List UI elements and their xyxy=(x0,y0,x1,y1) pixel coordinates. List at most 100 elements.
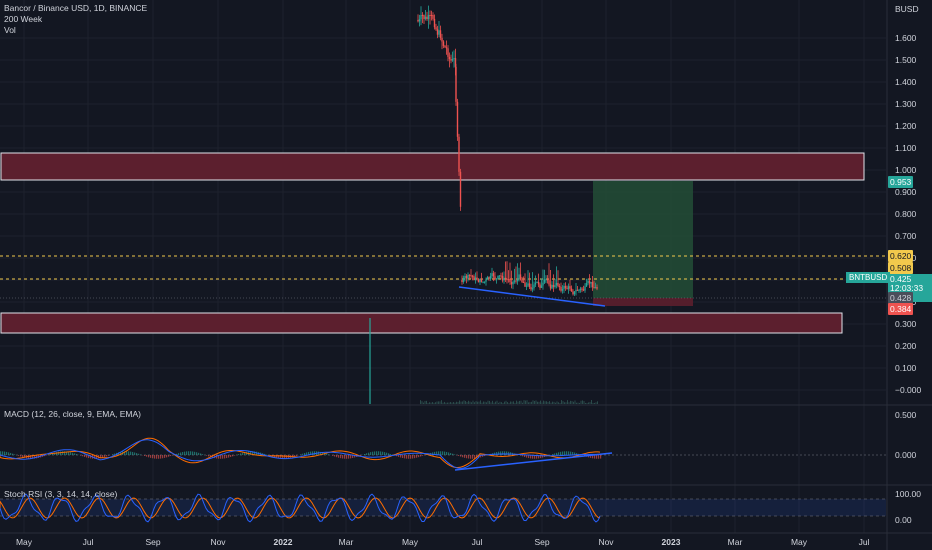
candle-body xyxy=(536,281,538,283)
candle-body xyxy=(569,286,571,289)
volume-bar xyxy=(534,400,535,404)
candle-body xyxy=(473,276,475,281)
candle-body xyxy=(451,59,454,61)
symbol-title[interactable]: Bancor / Binance USD, 1D, BINANCE xyxy=(4,3,148,13)
macd-histogram-bar xyxy=(216,455,218,459)
volume-bar xyxy=(579,402,580,404)
volume-bar xyxy=(528,402,529,404)
macd-histogram-bar xyxy=(198,452,200,455)
volume-bar xyxy=(597,401,598,404)
macd-histogram-bar xyxy=(136,453,138,455)
macd-histogram-bar xyxy=(84,455,86,457)
volume-bar xyxy=(592,402,594,404)
macd-histogram-bar xyxy=(54,452,56,455)
resistance-zone[interactable] xyxy=(0,152,865,181)
macd-histogram-bar xyxy=(134,452,136,455)
macd-histogram-bar xyxy=(598,455,600,459)
macd-histogram-bar xyxy=(346,455,348,459)
macd-histogram-bar xyxy=(154,455,156,459)
volume-bar xyxy=(508,402,510,404)
candle-body xyxy=(497,275,499,279)
volume-bar xyxy=(429,402,430,404)
indicator-200-week[interactable]: 200 Week xyxy=(4,14,43,24)
macd-histogram-bar xyxy=(344,455,346,459)
volume-bar xyxy=(474,402,475,404)
candle-body xyxy=(477,279,480,283)
macd-histogram-bar xyxy=(124,451,126,455)
candle-body xyxy=(543,279,546,283)
candle-body xyxy=(439,30,442,38)
volume-bar xyxy=(481,402,483,404)
macd-histogram-bar xyxy=(538,455,540,459)
volume-bar xyxy=(541,402,543,404)
volume-bar xyxy=(501,402,502,404)
volume-bar xyxy=(468,400,469,404)
candle-body xyxy=(573,291,576,295)
candle-body xyxy=(503,277,505,281)
price-trendline[interactable] xyxy=(458,286,606,307)
macd-histogram-bar xyxy=(364,453,366,455)
macd-histogram-bar xyxy=(436,451,438,455)
macd-histogram-bar xyxy=(338,455,340,458)
price-axis[interactable]: 1.600 1.500 1.400 1.300 1.200 1.100 1.000 0.900… xyxy=(895,33,922,395)
stoch-axis-bottom: 0.00 xyxy=(895,515,912,525)
macd-histogram-bar xyxy=(474,455,476,459)
volume-bar xyxy=(439,401,441,404)
macd-histogram-bar xyxy=(370,452,372,455)
volume-bar xyxy=(562,401,564,404)
candle-body xyxy=(590,281,592,284)
macd-histogram-bar xyxy=(62,451,64,455)
volume-bar xyxy=(421,401,423,404)
candle-body xyxy=(537,281,540,285)
time-axis[interactable]: May Jul Sep Nov 2022 Mar May Jul Sep Nov 2023 Mar Ma… xyxy=(16,537,870,547)
macd-histogram-bar xyxy=(402,455,404,459)
macd-histogram-bar xyxy=(162,455,164,459)
macd-histogram-bar xyxy=(480,455,482,458)
volume-bar xyxy=(424,400,426,404)
macd-histogram-bar xyxy=(308,451,310,455)
macd-histogram-bar xyxy=(342,455,344,459)
candle-body xyxy=(494,276,496,280)
volume-bar xyxy=(423,402,424,404)
macd-histogram-bar xyxy=(530,455,532,459)
candle-body xyxy=(584,286,586,291)
volume-bar xyxy=(525,400,526,404)
macd-histogram-bar xyxy=(2,451,4,455)
macd-histogram-bar xyxy=(304,453,306,455)
candle-body xyxy=(427,15,430,20)
candle-body xyxy=(453,58,455,60)
macd-histogram-bar xyxy=(80,455,82,456)
stoch-axis-top: 100.00 xyxy=(895,489,921,499)
volume-bar xyxy=(489,400,490,404)
candle-body xyxy=(519,274,522,280)
volume-bar xyxy=(492,400,493,404)
macd-histogram-bar xyxy=(522,455,524,457)
volume-bar xyxy=(580,400,582,404)
volume-bar xyxy=(510,401,511,404)
volume-bar xyxy=(559,402,561,404)
volume-bar xyxy=(463,400,465,404)
indicator-volume[interactable]: Vol xyxy=(4,25,16,35)
macd-histogram-bar xyxy=(68,451,70,455)
candle-body xyxy=(441,37,443,42)
macd-legend[interactable]: MACD (12, 26, close, 9, EMA, EMA) xyxy=(4,409,141,419)
macd-histogram-bar xyxy=(596,455,598,459)
volume-bar xyxy=(594,402,595,404)
stoch-band xyxy=(0,499,886,516)
macd-histogram-bar xyxy=(104,455,106,458)
volume-bar xyxy=(568,402,570,404)
macd-histogram-bar xyxy=(138,453,140,455)
macd-trendline[interactable] xyxy=(454,452,613,471)
chart-legend[interactable]: Bancor / Binance USD, 1D, BINANCE 200 We… xyxy=(4,3,147,36)
macd-histogram-bar xyxy=(166,455,168,458)
long-position-stop-area[interactable] xyxy=(593,298,693,306)
support-zone[interactable] xyxy=(0,312,843,334)
stoch-rsi-legend[interactable]: Stoch RSI (3, 3, 14, 14, close) xyxy=(4,489,118,499)
macd-histogram-bar xyxy=(206,455,208,456)
macd-histogram-bar xyxy=(554,453,556,455)
long-position-target-area[interactable] xyxy=(593,181,693,298)
volume-bar xyxy=(573,401,574,404)
candle-body xyxy=(585,283,588,287)
level-high-badge: 0.620 xyxy=(888,250,914,262)
